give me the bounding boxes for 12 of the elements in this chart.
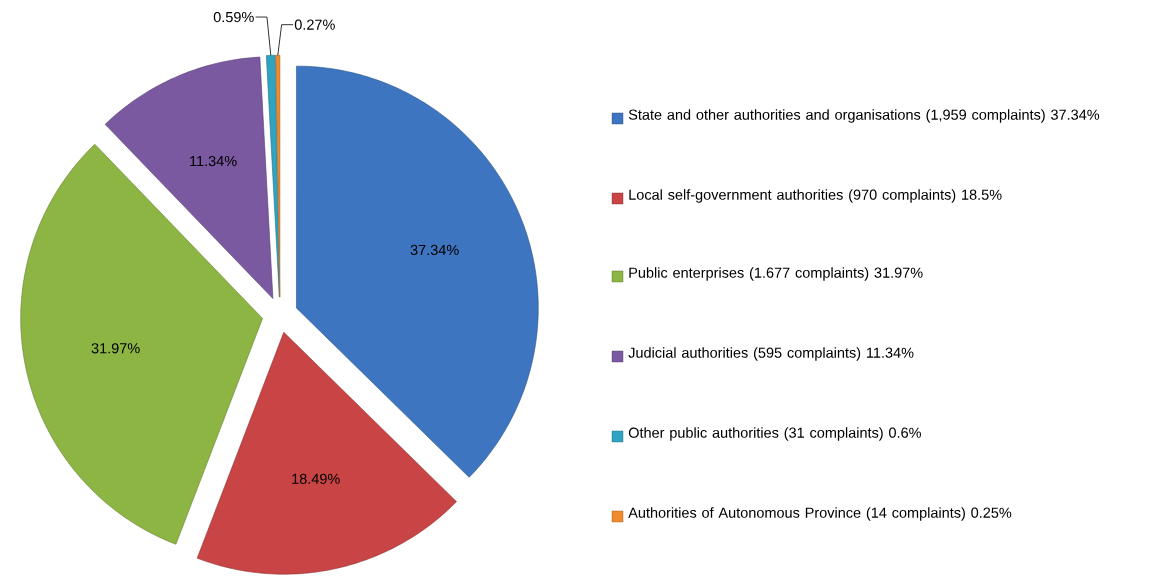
legend-label: Other public authorities (31 complaints) 0.6%: [628, 427, 921, 441]
data-label: 31.97%: [91, 343, 140, 354]
data-label: 37.34%: [410, 244, 459, 256]
legend-label: Judicial authorities (595 complaints) 11.34%: [628, 347, 914, 361]
data-label: 18.49%: [292, 473, 340, 484]
legend-label: Authorities of Autonomous Province (14 complaints) 0.25%: [628, 507, 1012, 521]
data-label: 0.59%: [213, 11, 254, 23]
legend-label: Public enterprises (1.677 complaints) 31.97%: [629, 267, 923, 281]
legend-label: Local self-government authorities (970 complaints) 18.5%: [629, 189, 1002, 203]
data-label: 0.27%: [294, 19, 335, 30]
legend-label: State and other authorities and organisations (1,959 complaints) 37.34%: [628, 109, 1100, 123]
data-label: 11.34%: [190, 155, 237, 167]
